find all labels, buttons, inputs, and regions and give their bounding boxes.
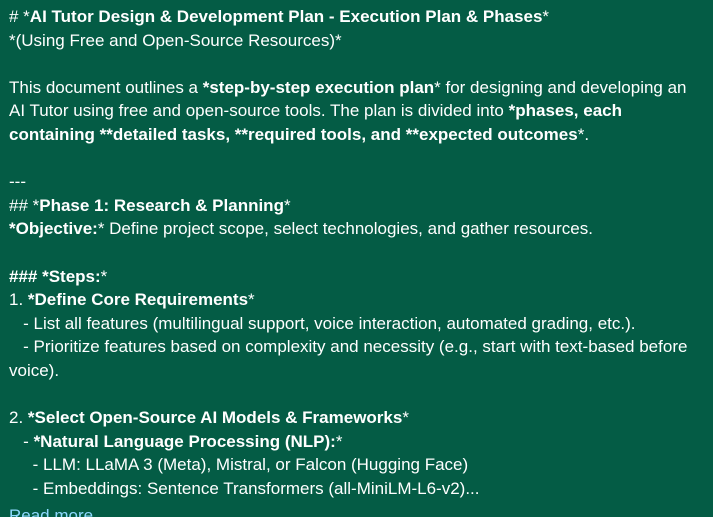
step-title: 2. *Select Open-Source AI Models & Frame… — [9, 408, 409, 428]
spacer — [9, 241, 705, 265]
document-subtitle: *(Using Free and Open-Source Resources)* — [9, 30, 342, 50]
read-more-link[interactable]: Read more — [9, 506, 94, 517]
step-subheading: - *Natural Language Processing (NLP):* — [9, 431, 343, 451]
spacer — [9, 52, 705, 76]
step-item: - List all features (multilingual suppor… — [9, 313, 636, 333]
step-item: - LLM: LLaMA 3 (Meta), Mistral, or Falco… — [9, 455, 469, 475]
spacer — [9, 383, 705, 407]
phase-heading: ## *Phase 1: Research & Planning* — [9, 195, 291, 215]
intro-paragraph: This document outlines a *step-by-step e… — [9, 77, 687, 144]
document-title-text: AI Tutor Design & Development Plan - Exe… — [29, 7, 543, 26]
phase-objective: *Objective:* Define project scope, selec… — [9, 219, 593, 239]
step-title: 1. *Define Core Requirements* — [9, 290, 255, 310]
document-title: # *AI Tutor Design & Development Plan - … — [9, 7, 550, 26]
spacer — [9, 147, 705, 171]
section-divider: --- — [9, 172, 26, 192]
step-item: - Embeddings: Sentence Transformers (all… — [9, 478, 480, 498]
step-item: - Prioritize features based on complexit… — [9, 337, 693, 380]
steps-heading: ### *Steps:* — [9, 266, 108, 286]
